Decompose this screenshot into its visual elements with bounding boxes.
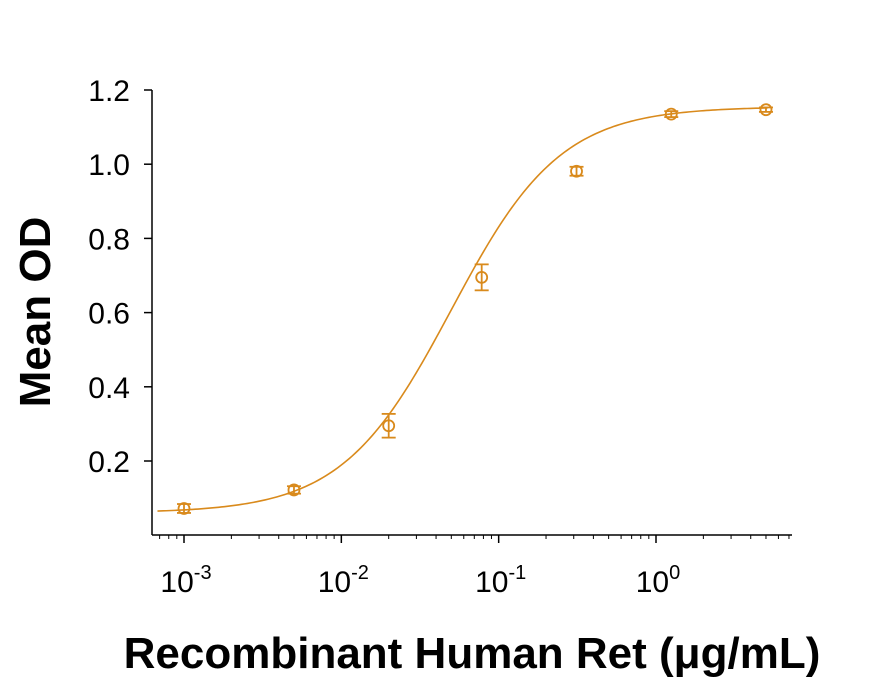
point-marker [475,270,489,284]
x-axis-ticks: 10-3 10-2 10-1 100 [159,535,790,599]
point-marker [287,483,301,497]
data-point [286,483,301,497]
point-marker [382,419,396,433]
data-point [177,502,191,515]
point-marker [570,164,583,178]
point-marker [759,103,773,117]
y-tick-label: 0.8 [88,223,130,256]
y-axis-title: Mean OD [11,217,60,408]
data-point [569,164,584,178]
y-tick-label: 0.6 [88,298,130,331]
point-marker [177,502,191,515]
y-axis-ticks: 0.2 0.4 0.6 0.8 1.0 1.2 [88,75,152,479]
y-tick-label: 0.2 [88,446,130,479]
data-point [474,263,489,292]
x-tick-label: 100 [636,562,681,599]
y-tick-label: 0.4 [88,372,130,405]
fit-curve [157,107,768,512]
data-points [177,103,773,515]
data-point [664,107,679,121]
y-tick-label: 1.2 [88,75,130,108]
x-tick-label: 10-2 [318,562,369,599]
x-tick-label: 10-1 [475,562,526,599]
x-axis-title: Recombinant Human Ret (μg/mL) [124,629,821,678]
data-point [758,103,773,117]
plot-area: 0.2 0.4 0.6 0.8 1.0 1.2 10-3 10-2 10-1 100 [88,75,792,599]
y-tick-label: 1.0 [88,149,130,182]
x-tick-label: 10-3 [160,562,211,599]
point-marker [664,107,678,121]
data-point [381,412,396,439]
